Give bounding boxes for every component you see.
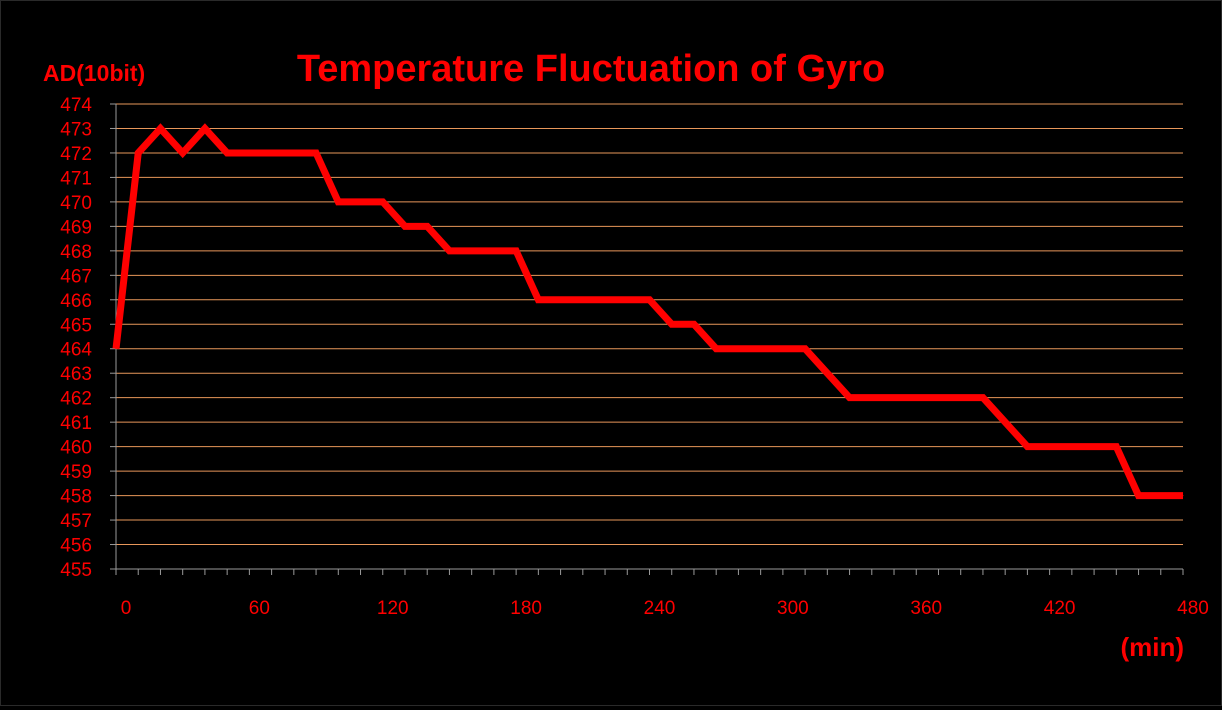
data-point (871, 397, 873, 399)
data-point (1182, 495, 1184, 497)
data-point (782, 348, 784, 350)
data-point (937, 397, 939, 399)
chart-title: Temperature Fluctuation of Gyro (297, 48, 885, 90)
y-tick-label: 474 (60, 95, 92, 116)
x-tick-label: 300 (777, 598, 809, 619)
y-axis-label: AD(10bit) (43, 60, 145, 86)
data-point (649, 299, 650, 301)
data-point (337, 201, 339, 203)
y-tick-label: 469 (60, 217, 92, 238)
data-point (293, 152, 295, 154)
data-point (182, 152, 184, 154)
data-point (404, 225, 406, 227)
data-point (960, 397, 962, 399)
data-point (471, 250, 473, 252)
data-point (849, 397, 851, 399)
data-point (626, 299, 628, 301)
y-tick-label: 473 (60, 119, 92, 140)
x-tick-label: 180 (510, 598, 542, 619)
data-point (1138, 495, 1140, 497)
data-point (204, 127, 206, 129)
data-point (693, 323, 695, 325)
data-point (1071, 446, 1073, 448)
x-tick-label: 480 (1177, 598, 1209, 619)
series-layer (112, 123, 1184, 500)
x-tick-label: 0 (121, 598, 132, 619)
data-point (1049, 446, 1051, 448)
series-line (112, 123, 1183, 500)
data-point (382, 201, 384, 203)
data-point (226, 152, 228, 154)
data-point (804, 348, 806, 350)
data-point (115, 348, 117, 350)
y-tick-label: 467 (60, 266, 92, 287)
axes (110, 103, 1184, 575)
grid-lines (116, 103, 1183, 546)
data-point (582, 299, 584, 301)
y-tick-label: 457 (60, 511, 92, 532)
data-point (826, 372, 828, 374)
y-tick-label: 461 (60, 413, 92, 434)
data-point (515, 250, 517, 252)
data-point (315, 152, 317, 154)
y-tick-label: 459 (60, 462, 92, 483)
y-tick-label: 465 (60, 315, 92, 336)
tick-labels: 455 456 457 458 459 460 461 462 463 464 465 466 467 4… (60, 95, 1209, 619)
data-point (248, 152, 250, 154)
data-point (137, 152, 139, 154)
data-point (604, 299, 606, 301)
data-point (1160, 495, 1162, 497)
y-tick-label: 470 (60, 193, 92, 214)
data-point (671, 323, 673, 325)
x-tick-label: 240 (644, 598, 676, 619)
x-tick-label: 120 (377, 598, 409, 619)
y-tick-label: 460 (60, 438, 92, 459)
data-point (1093, 446, 1095, 448)
data-point (893, 397, 895, 399)
data-point (715, 348, 717, 350)
y-tick-label: 455 (60, 560, 92, 581)
data-point (560, 299, 562, 301)
data-point (271, 152, 273, 154)
data-point (915, 397, 917, 399)
data-point (426, 225, 428, 227)
y-tick-label: 463 (60, 364, 92, 385)
data-point (360, 201, 362, 203)
data-point (1026, 446, 1028, 448)
x-axis-label: (min) (1120, 632, 1184, 662)
y-tick-label: 471 (60, 168, 92, 189)
y-tick-label: 472 (60, 144, 92, 165)
x-tick-label: 60 (249, 598, 270, 619)
data-point (1004, 421, 1006, 423)
y-tick-label: 468 (60, 242, 92, 263)
data-point (737, 348, 739, 350)
x-tick-label: 360 (910, 598, 942, 619)
y-tick-label: 466 (60, 291, 92, 312)
y-tick-label: 458 (60, 487, 92, 508)
y-tick-label: 462 (60, 389, 92, 410)
y-tick-label: 464 (60, 340, 92, 361)
data-point (760, 348, 762, 350)
data-point (448, 250, 450, 252)
data-point (159, 127, 161, 129)
data-point (537, 299, 539, 301)
data-point (1115, 446, 1117, 448)
y-tick-label: 456 (60, 536, 92, 557)
x-tick-label: 420 (1044, 598, 1076, 619)
data-point (982, 397, 984, 399)
data-point (493, 250, 495, 252)
